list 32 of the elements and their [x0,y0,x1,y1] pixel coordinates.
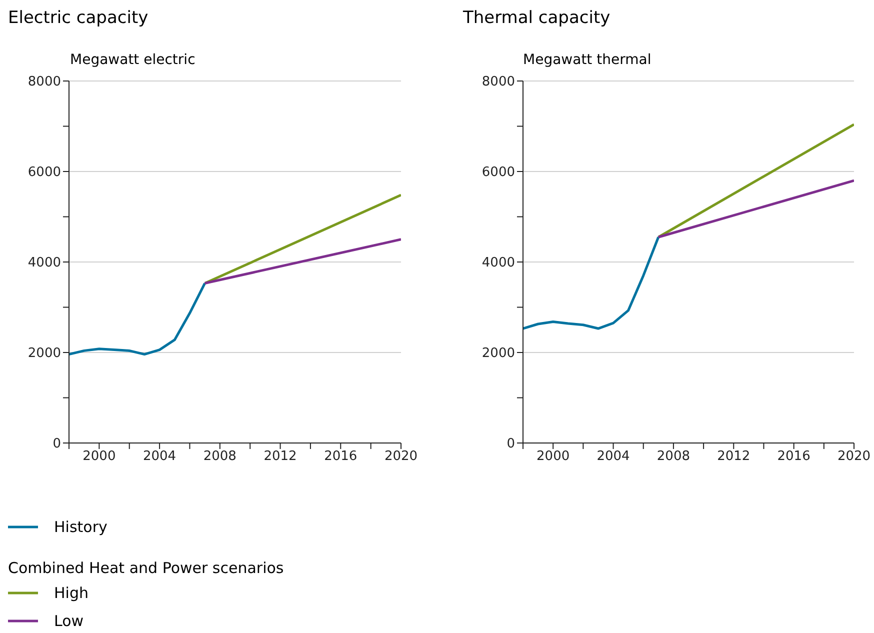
x-tick-label: 2012 [264,449,297,464]
y-tick-label: 6000 [28,165,61,180]
y-tick-label: 8000 [28,74,61,90]
legend-title: Combined Heat and Power scenarios [8,558,284,579]
y-tick-label: 4000 [482,256,515,271]
x-tick-label: 2004 [143,449,176,464]
y-tick-label: 8000 [482,74,515,90]
x-tick-label: 2000 [536,449,570,464]
y-tick-label: 0 [506,436,515,452]
legend-label: Low [54,612,84,630]
x-tick-label: 2004 [596,449,630,464]
y-tick-label: 0 [52,436,61,452]
x-tick-label: 2020 [384,449,418,464]
y-tick-label: 4000 [28,256,61,271]
y-axis-title: Megawatt electric [70,52,196,68]
x-tick-label: 2008 [203,449,236,464]
y-tick-label: 2000 [482,346,515,362]
x-tick-label: 2020 [837,449,871,464]
legend-label: History [54,518,108,536]
x-tick-label: 2008 [656,449,690,464]
y-axis-title: Megawatt thermal [523,52,652,68]
y-tick-label: 6000 [482,165,515,180]
x-tick-label: 2016 [777,449,810,464]
chart-title: Thermal capacity [463,8,610,28]
chart-title: Electric capacity [8,8,148,28]
x-tick-label: 2012 [717,449,750,464]
x-tick-label: 2016 [324,449,358,464]
line-series [523,236,660,330]
x-tick-label: 2000 [82,449,116,464]
y-tick-label: 2000 [28,346,61,362]
line-series [69,282,206,356]
legend-label: High [54,584,88,602]
